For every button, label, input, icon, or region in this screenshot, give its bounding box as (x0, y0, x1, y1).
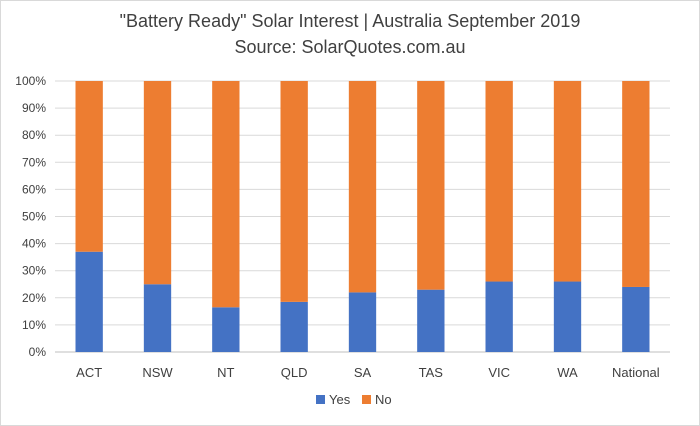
x-axis: ACT NSW NT QLD SA TAS VIC WA National (76, 365, 660, 380)
bar-yes-nt (212, 307, 240, 352)
x-tick-label: QLD (281, 365, 308, 380)
y-tick-label: 60% (22, 182, 46, 196)
bar-yes-sa (348, 292, 377, 352)
legend-label: Yes (329, 392, 351, 407)
y-tick-label: 0% (29, 345, 47, 359)
y-tick-label: 40% (22, 237, 46, 251)
bar-no-tas (417, 81, 445, 290)
bar-yes-vic (485, 281, 513, 352)
y-tick-label: 10% (22, 318, 46, 332)
y-tick-label: 50% (22, 210, 46, 224)
y-tick-label: 90% (22, 101, 46, 115)
y-tick-label: 30% (22, 264, 46, 278)
chart-subtitle: Source: SolarQuotes.com.au (234, 37, 465, 57)
bar-yes-qld (280, 301, 308, 352)
y-tick-label: 70% (22, 155, 46, 169)
x-tick-label: SA (354, 365, 372, 380)
bar-yes-national (622, 286, 650, 352)
bar-no-national (622, 81, 650, 287)
chart-title: "Battery Ready" Solar Interest | Austral… (120, 11, 581, 31)
bar-no-qld (280, 81, 308, 302)
bar-no-act (75, 81, 103, 252)
bar-yes-tas (417, 289, 445, 352)
y-tick-label: 80% (22, 128, 46, 142)
y-axis: 0% 10% 20% 30% 40% 50% 60% 70% 80% 90% 100% (15, 74, 46, 359)
bar-no-vic (485, 81, 513, 282)
legend-swatch (362, 395, 371, 404)
x-tick-label: National (612, 365, 660, 380)
bars (75, 81, 650, 352)
x-tick-label: TAS (419, 365, 444, 380)
bar-no-sa (348, 81, 377, 293)
bar-yes-wa (553, 281, 582, 352)
bar-no-nsw (143, 81, 172, 285)
x-tick-label: WA (557, 365, 578, 380)
legend-swatch (316, 395, 325, 404)
x-tick-label: NT (217, 365, 234, 380)
x-tick-label: NSW (142, 365, 173, 380)
y-tick-label: 20% (22, 291, 46, 305)
bar-no-nt (212, 81, 240, 308)
legend-label: No (375, 392, 392, 407)
x-tick-label: VIC (488, 365, 510, 380)
y-tick-label: 100% (15, 74, 46, 88)
bar-yes-nsw (143, 284, 172, 352)
bar-yes-act (75, 251, 103, 352)
x-tick-label: ACT (76, 365, 102, 380)
legend: Yes No (316, 392, 392, 407)
bar-no-wa (553, 81, 582, 282)
